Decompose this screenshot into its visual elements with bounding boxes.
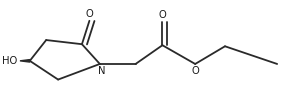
Text: O: O: [191, 66, 199, 76]
Polygon shape: [20, 60, 30, 62]
Text: O: O: [86, 9, 93, 19]
Text: O: O: [159, 10, 166, 20]
Text: N: N: [98, 66, 106, 76]
Text: HO: HO: [2, 56, 17, 66]
